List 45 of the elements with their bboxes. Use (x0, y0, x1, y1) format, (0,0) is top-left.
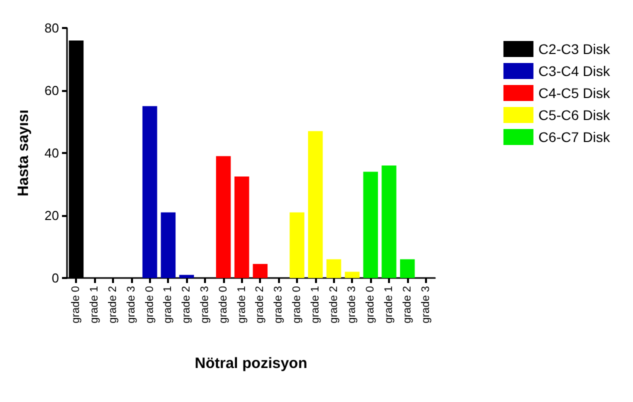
legend-label: C5-C6 Disk (538, 107, 611, 123)
y-tick-label: 0 (52, 270, 59, 286)
bar (160, 212, 176, 278)
bar (234, 176, 250, 278)
x-tick-label: grade 0 (291, 286, 303, 324)
y-tick-label: 20 (44, 208, 59, 223)
legend-label: C3-C4 Disk (538, 63, 611, 79)
x-tick-label: grade 1 (236, 286, 248, 324)
x-tick-label: grade 3 (199, 286, 211, 324)
x-tick-label: grade 1 (88, 286, 101, 324)
x-tick-label: grade 1 (309, 286, 322, 324)
x-tick-label: grade 3 (420, 286, 432, 324)
bar (252, 264, 268, 278)
x-axis-title: Nötral pozisyon (194, 355, 308, 372)
bar (326, 259, 342, 278)
bar (308, 131, 323, 278)
legend-label: C6-C7 Disk (538, 129, 611, 145)
bar (344, 272, 360, 278)
x-tick-label: grade 3 (272, 286, 285, 324)
x-tick-label: grade 2 (107, 286, 119, 324)
legend-label: C2-C3 Disk (538, 41, 611, 57)
x-tick-label: grade 2 (254, 286, 266, 324)
bar (382, 166, 396, 278)
x-tick-label: grade 0 (217, 286, 230, 324)
x-tick-label: grade 0 (364, 286, 377, 324)
y-tick-label: 80 (44, 20, 59, 36)
bar (142, 106, 158, 278)
bar (400, 259, 415, 278)
bar (363, 172, 378, 278)
bar (216, 156, 231, 278)
y-tick-label: 60 (44, 83, 59, 98)
x-tick-label: grade 2 (401, 286, 414, 324)
x-tick-label: grade 2 (180, 286, 193, 324)
x-tick-label: grade 1 (383, 286, 395, 324)
bar (290, 212, 304, 278)
x-tick-label: grade 0 (70, 286, 82, 324)
legend-label: C4-C5 Disk (538, 85, 611, 101)
bar (179, 274, 194, 278)
x-tick-label: grade 1 (162, 286, 174, 324)
x-tick-label: grade 3 (125, 286, 138, 324)
x-tick-label: grade 2 (328, 286, 340, 324)
y-axis-title: Hasta sayısı (15, 110, 32, 196)
x-tick-label: grade 3 (346, 286, 358, 324)
x-tick-label: grade 0 (144, 286, 156, 324)
y-tick-label: 40 (44, 146, 59, 160)
